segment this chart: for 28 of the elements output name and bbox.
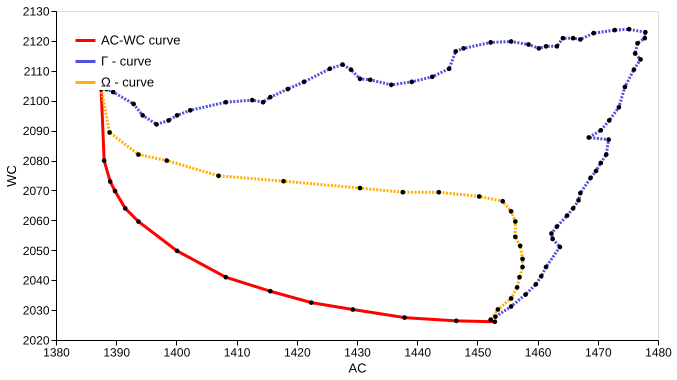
y-tick-label: 2060 [22,214,50,228]
y-tick-label: 2130 [22,4,50,18]
legend-label: AC-WC curve [101,32,180,48]
x-axis-title: AC [348,360,367,376]
x-tick-label: 1420 [284,346,311,360]
y-tick-label: 2050 [22,244,50,258]
legend-label: Ω - curve [101,74,154,90]
x-tick-label: 1440 [404,346,432,360]
x-tick-label: 1430 [344,346,372,360]
legend-label: Γ - curve [101,54,152,68]
y-tick-label: 2080 [22,154,50,168]
y-tick-label: 2040 [22,274,50,288]
y-tick-label: 2110 [24,64,50,78]
y-tick-label: 2100 [22,94,50,108]
y-tick-label: 2070 [22,184,50,198]
x-tick-label: 1380 [43,346,70,360]
x-tick-label: 1450 [464,346,492,360]
y-tick-label: 2120 [22,34,50,48]
y-axis-title: WC [4,165,19,187]
x-tick-label: 1480 [645,346,672,360]
y-tick-label: 2090 [22,124,50,138]
x-tick-label: 1400 [164,346,191,360]
y-tick-label: 2020 [22,334,50,348]
x-tick-label: 1410 [224,346,251,360]
y-tick-label: 2030 [22,304,50,318]
x-tick-label: 1390 [103,346,130,360]
x-tick-label: 1470 [584,346,612,360]
x-tick-label: 1460 [524,346,552,360]
